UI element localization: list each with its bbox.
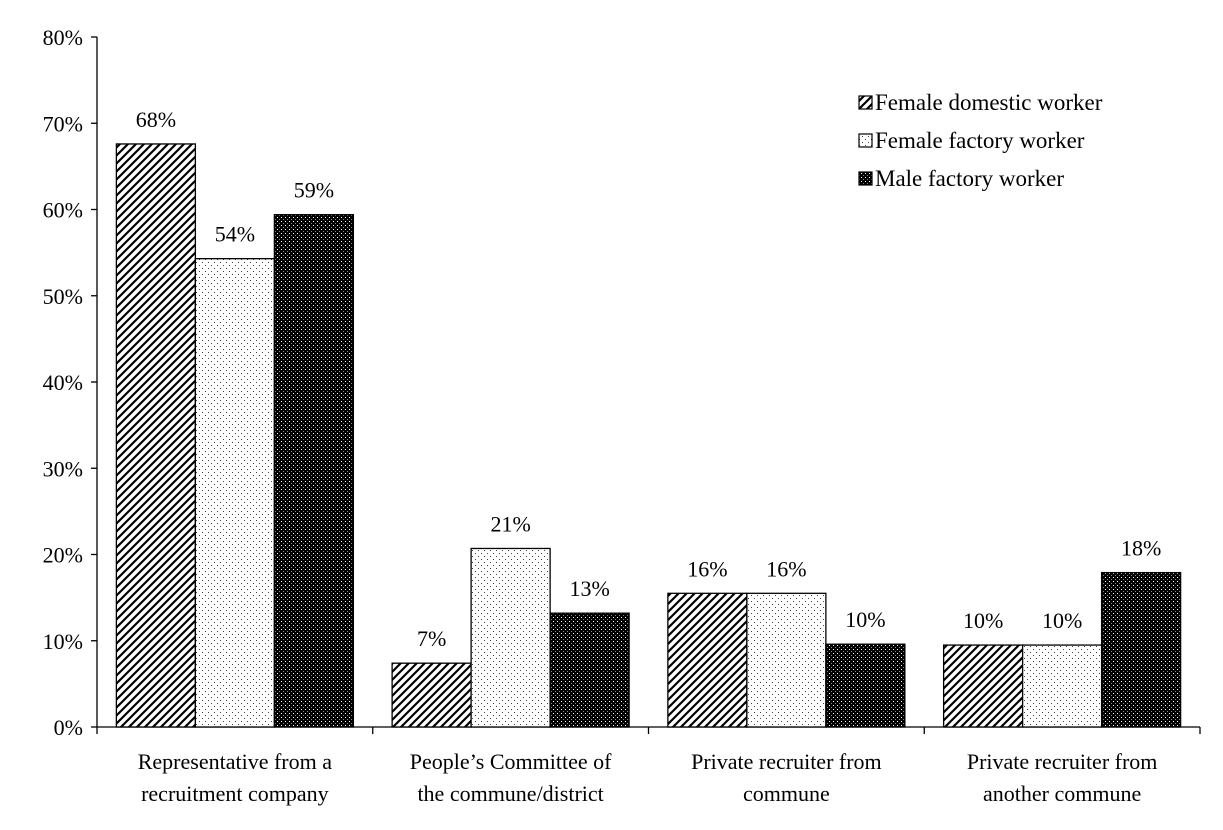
data-label: 16% [687,556,727,581]
y-tick-label: 20% [43,543,83,568]
x-tick-label: People’s Committee of [410,749,612,774]
y-tick-label: 80% [43,25,83,50]
x-tick-label: Private recruiter from [967,749,1158,774]
y-tick-label: 60% [43,198,83,223]
bar [825,643,906,728]
y-tick-label: 30% [43,456,83,481]
bar [115,143,197,728]
bar [667,592,748,728]
y-tick-label: 0% [54,715,83,740]
x-tick-label: Private recruiter from [691,749,882,774]
x-tick-label: Representative from a [138,749,332,774]
data-label: 16% [766,556,806,581]
legend-label: Female factory worker [875,128,1085,153]
bar [1100,571,1182,728]
bar [273,214,355,728]
x-tick-label: another commune [983,781,1141,806]
legend-swatch [858,133,873,148]
bar [470,547,551,728]
data-label: 59% [294,178,334,203]
data-label: 10% [1042,608,1082,633]
bar [549,612,630,728]
data-label: 10% [845,607,885,632]
y-tick-label: 50% [43,284,83,309]
x-tick-label: commune [743,781,830,806]
bar [391,662,472,728]
data-label: 18% [1121,536,1161,561]
data-label: 7% [417,626,446,651]
legend-swatch [858,95,873,110]
data-label: 10% [963,608,1003,633]
data-label: 13% [569,576,609,601]
x-tick-label: recruitment company [141,781,329,806]
bar [1021,644,1103,728]
legend-label: Male factory worker [875,166,1064,191]
legend-label: Female domestic worker [875,90,1103,115]
data-label: 21% [490,511,530,536]
data-label: 54% [215,222,255,247]
bar [942,644,1024,728]
bar [746,592,827,728]
y-tick-label: 10% [43,629,83,654]
x-tick-label: the commune/district [417,781,603,806]
y-tick-label: 40% [43,370,83,395]
legend-swatch [858,171,873,186]
data-label: 68% [136,107,176,132]
y-tick-label: 70% [43,111,83,136]
bar [194,258,276,728]
